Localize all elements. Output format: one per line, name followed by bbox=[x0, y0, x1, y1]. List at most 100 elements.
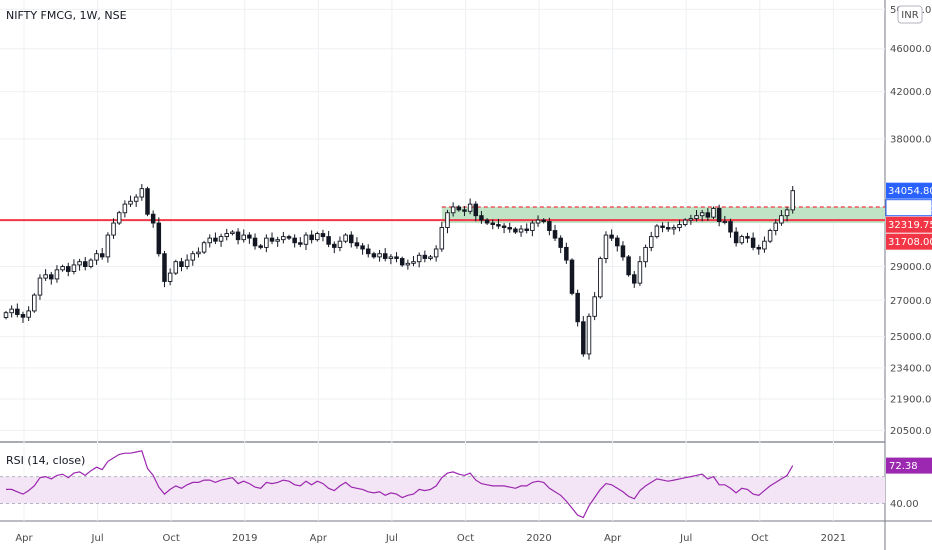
y-tick-label: 46000.00 bbox=[890, 44, 932, 55]
candle-body bbox=[388, 256, 394, 259]
candle-body bbox=[162, 253, 167, 282]
candle bbox=[77, 258, 82, 271]
candle-body bbox=[654, 225, 660, 238]
candle-body bbox=[281, 236, 286, 241]
candle bbox=[269, 232, 275, 245]
candle-body bbox=[218, 236, 224, 242]
candle-body bbox=[133, 196, 139, 202]
candle bbox=[9, 305, 14, 318]
candle bbox=[422, 250, 428, 263]
candle-body bbox=[501, 225, 507, 228]
price-tag-bg bbox=[885, 199, 932, 217]
candle bbox=[671, 224, 677, 235]
candle bbox=[575, 289, 580, 327]
candle-body bbox=[360, 245, 365, 250]
candle-body bbox=[88, 259, 94, 268]
candle-body bbox=[394, 256, 399, 259]
x-tick-label: Oct bbox=[457, 533, 474, 544]
candle bbox=[535, 215, 541, 227]
candle bbox=[784, 207, 790, 222]
candle-body bbox=[99, 253, 105, 258]
candle bbox=[162, 250, 167, 288]
price-tag: 22:22:22 bbox=[885, 199, 932, 217]
candle-body bbox=[3, 312, 9, 318]
candle bbox=[598, 256, 603, 299]
candle bbox=[213, 232, 218, 245]
currency-label: INR bbox=[901, 10, 918, 21]
y-tick-label: 23400.00 bbox=[890, 363, 932, 374]
price-tag: 32319.75 bbox=[886, 216, 932, 233]
y-tick-label: 42000.00 bbox=[890, 87, 932, 98]
candle bbox=[620, 241, 626, 261]
candle bbox=[507, 222, 512, 233]
currency-badge[interactable]: INR bbox=[897, 5, 923, 24]
candle bbox=[286, 234, 292, 241]
candle-body bbox=[728, 221, 733, 233]
candle-body bbox=[128, 200, 133, 205]
candle-body bbox=[779, 215, 784, 224]
candle bbox=[699, 209, 705, 222]
candle bbox=[360, 243, 365, 255]
price-tag-text: 22:22:22 bbox=[888, 203, 932, 214]
chart-title: NIFTY FMCG, 1W, NSE bbox=[6, 9, 127, 22]
candle-body bbox=[20, 314, 26, 318]
candle bbox=[382, 248, 388, 262]
candle-body bbox=[620, 245, 626, 258]
candle-body bbox=[705, 212, 711, 218]
candle-body bbox=[66, 266, 71, 272]
candle-body bbox=[745, 236, 750, 239]
candle-body bbox=[343, 234, 348, 242]
candle bbox=[688, 214, 694, 225]
candle bbox=[654, 224, 660, 239]
candle-body bbox=[382, 253, 388, 259]
candle-body bbox=[581, 321, 586, 355]
candle bbox=[790, 185, 795, 214]
candle bbox=[445, 209, 450, 234]
candle-body bbox=[9, 308, 14, 314]
candle-body bbox=[269, 237, 275, 242]
candle-body bbox=[156, 222, 162, 255]
candle bbox=[94, 249, 99, 265]
candle bbox=[15, 303, 20, 318]
candle bbox=[705, 208, 711, 221]
candle-body bbox=[332, 243, 337, 248]
x-tick-label: Apr bbox=[15, 533, 33, 544]
candle bbox=[547, 217, 552, 236]
x-tick-label: Apr bbox=[310, 533, 328, 544]
candle bbox=[82, 256, 88, 271]
candle-body bbox=[716, 207, 722, 223]
candle-body bbox=[688, 218, 694, 221]
price-tag-bg bbox=[886, 216, 932, 233]
candle-body bbox=[592, 296, 597, 317]
candle-body bbox=[558, 237, 563, 248]
candle bbox=[235, 228, 241, 245]
candle-body bbox=[677, 224, 682, 228]
candle bbox=[156, 217, 162, 257]
candle-body bbox=[122, 203, 128, 214]
candle-body bbox=[32, 294, 37, 312]
candle-body bbox=[479, 215, 484, 221]
price-axis[interactable]: 20500.00 21900.00 23400.00 25000.00 27000.00… bbox=[886, 5, 932, 510]
candle-body bbox=[399, 258, 405, 266]
candle bbox=[592, 292, 597, 321]
x-tick-label: Oct bbox=[163, 533, 180, 544]
candle bbox=[88, 258, 94, 269]
candle bbox=[60, 264, 65, 272]
candle bbox=[354, 237, 360, 249]
candle bbox=[416, 252, 422, 268]
rsi-tick-label: 40.00 bbox=[890, 499, 919, 510]
candle bbox=[309, 230, 314, 244]
price-tag-text: 32319.75 bbox=[888, 220, 932, 231]
candle-body bbox=[756, 246, 762, 250]
candle-body bbox=[643, 246, 648, 263]
rsi-value-tag: 72.38 bbox=[886, 457, 932, 474]
candle-body bbox=[552, 230, 558, 239]
candle bbox=[756, 244, 762, 255]
candle-body bbox=[303, 234, 309, 245]
rsi-title: RSI (14, close) bbox=[6, 454, 85, 467]
time-axis[interactable]: Apr Jul Oct 2019 Apr Jul Oct 2020 Apr Jul Oct 2021 bbox=[15, 533, 846, 544]
candle-body bbox=[665, 227, 671, 230]
candle bbox=[541, 218, 546, 224]
candle bbox=[648, 231, 654, 252]
